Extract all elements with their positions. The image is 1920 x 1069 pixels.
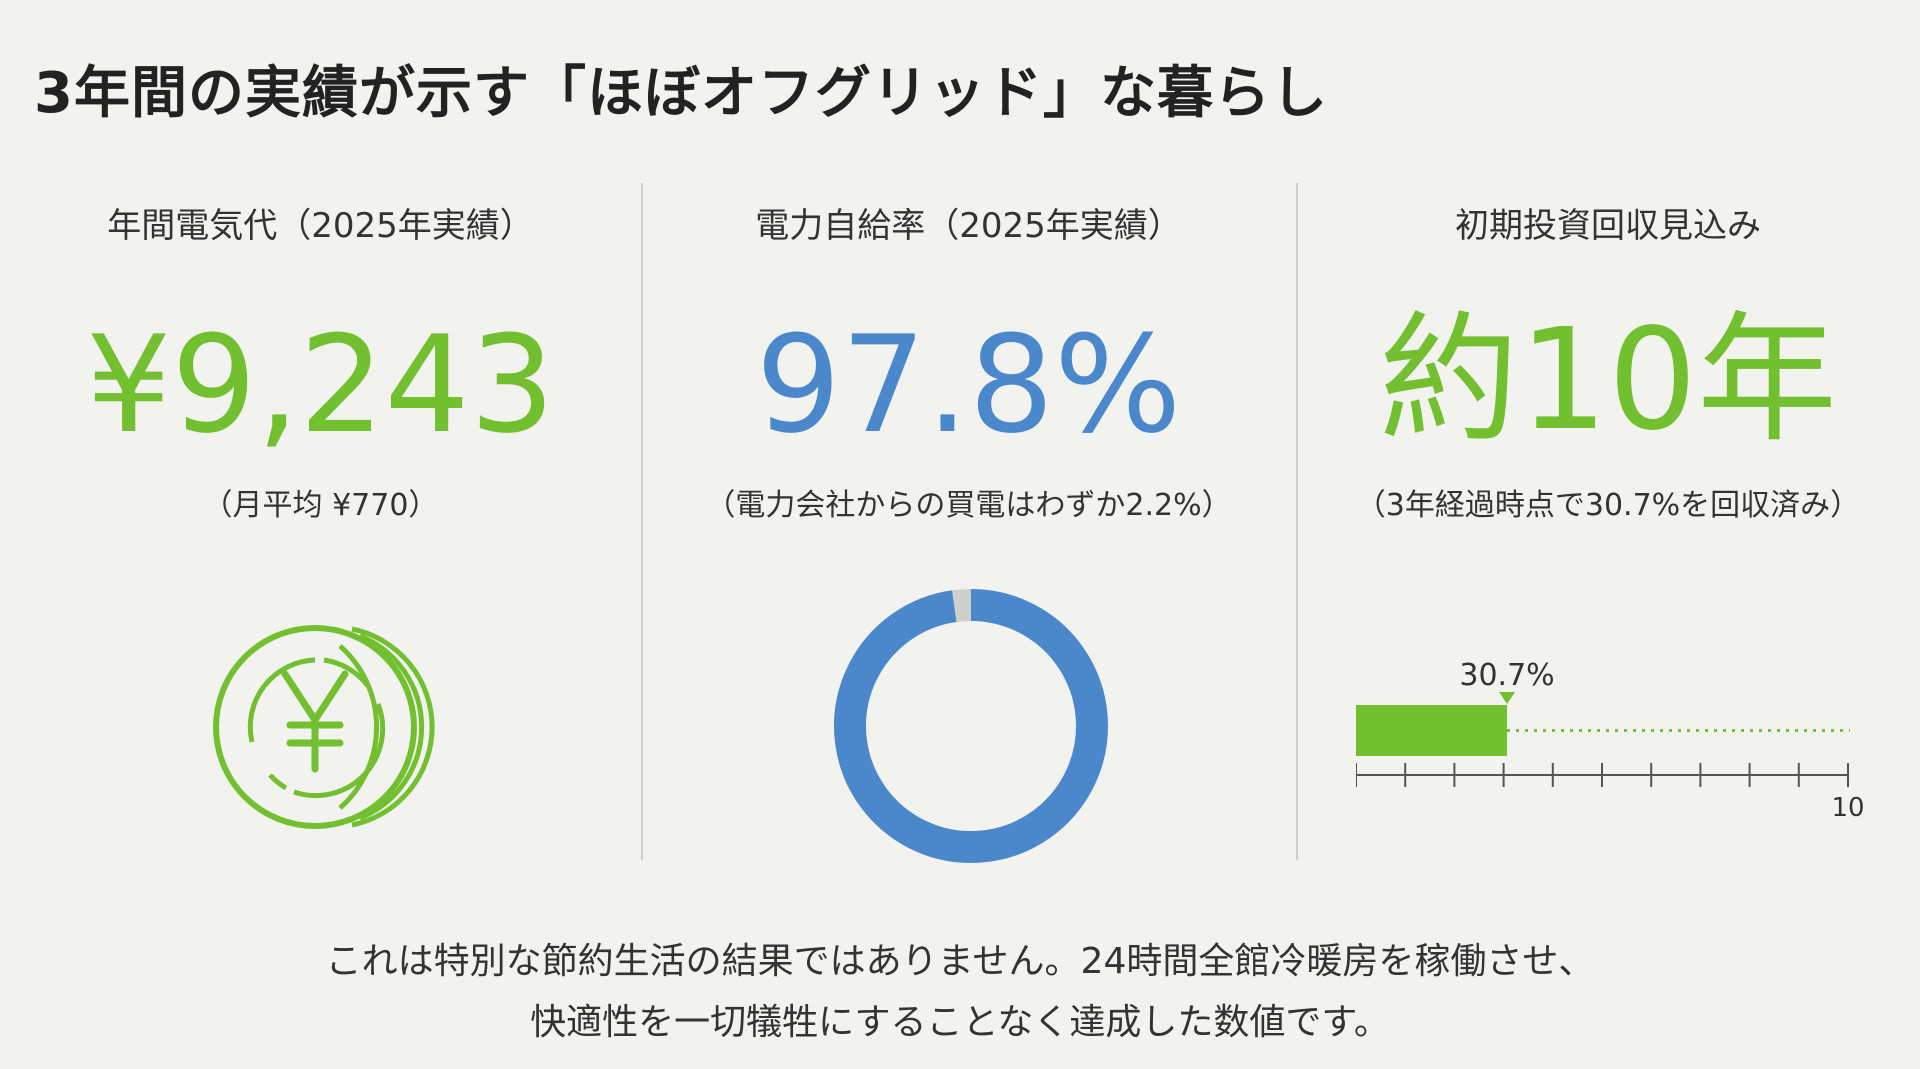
metric-label: 初期投資回収見込み bbox=[1455, 206, 1761, 246]
metric-electricity-cost: 年間電気代（2025年実績） ¥9,243 （月平均 ¥770） bbox=[0, 0, 641, 1069]
payback-bar bbox=[1356, 705, 1508, 756]
metric-self-sufficiency: 電力自給率（2025年実績） 97.8% （電力会社からの買電はわずか2.2%） bbox=[641, 0, 1296, 1069]
slide-title: 3年間の実績が示す「ほぼオフグリッド」な暮らし bbox=[34, 61, 1328, 126]
x-axis-max-label: 10 bbox=[1831, 793, 1864, 820]
progress-marker-label: 30.7% bbox=[1459, 658, 1554, 693]
metric-note: （3年経過時点で30.7%を回収済み） bbox=[1355, 488, 1861, 523]
metric-note: （月平均 ¥770） bbox=[202, 488, 439, 523]
metric-payback: 初期投資回収見込み 約10年 （3年経過時点で30.7%を回収済み） 30.7%… bbox=[1296, 0, 1920, 1069]
metric-value: ¥9,243 bbox=[86, 307, 555, 463]
metric-label: 電力自給率（2025年実績） bbox=[755, 206, 1182, 246]
column-divider bbox=[641, 183, 643, 860]
column-divider bbox=[1296, 183, 1298, 860]
metric-label: 年間電気代（2025年実績） bbox=[107, 206, 534, 246]
yen-coin-icon bbox=[213, 625, 435, 829]
footer-line-1: これは特別な節約生活の結果ではありません。24時間全館冷暖房を稼働させ、 bbox=[325, 941, 1595, 982]
metric-note: （電力会社からの買電はわずか2.2%） bbox=[705, 488, 1232, 523]
self-sufficiency-donut-chart bbox=[834, 589, 1108, 863]
progress-marker bbox=[1499, 692, 1516, 704]
payback-progress-chart: 30.7% 10 bbox=[1356, 658, 1865, 820]
footer-line-2: 快適性を一切犠牲にすることなく達成した数値です。 bbox=[530, 1002, 1390, 1043]
metric-value: 約10年 bbox=[1378, 299, 1838, 462]
metric-value: 97.8% bbox=[755, 307, 1182, 463]
donut-slice-self-sufficient bbox=[834, 589, 1108, 863]
donut-slice-purchased bbox=[952, 589, 972, 623]
